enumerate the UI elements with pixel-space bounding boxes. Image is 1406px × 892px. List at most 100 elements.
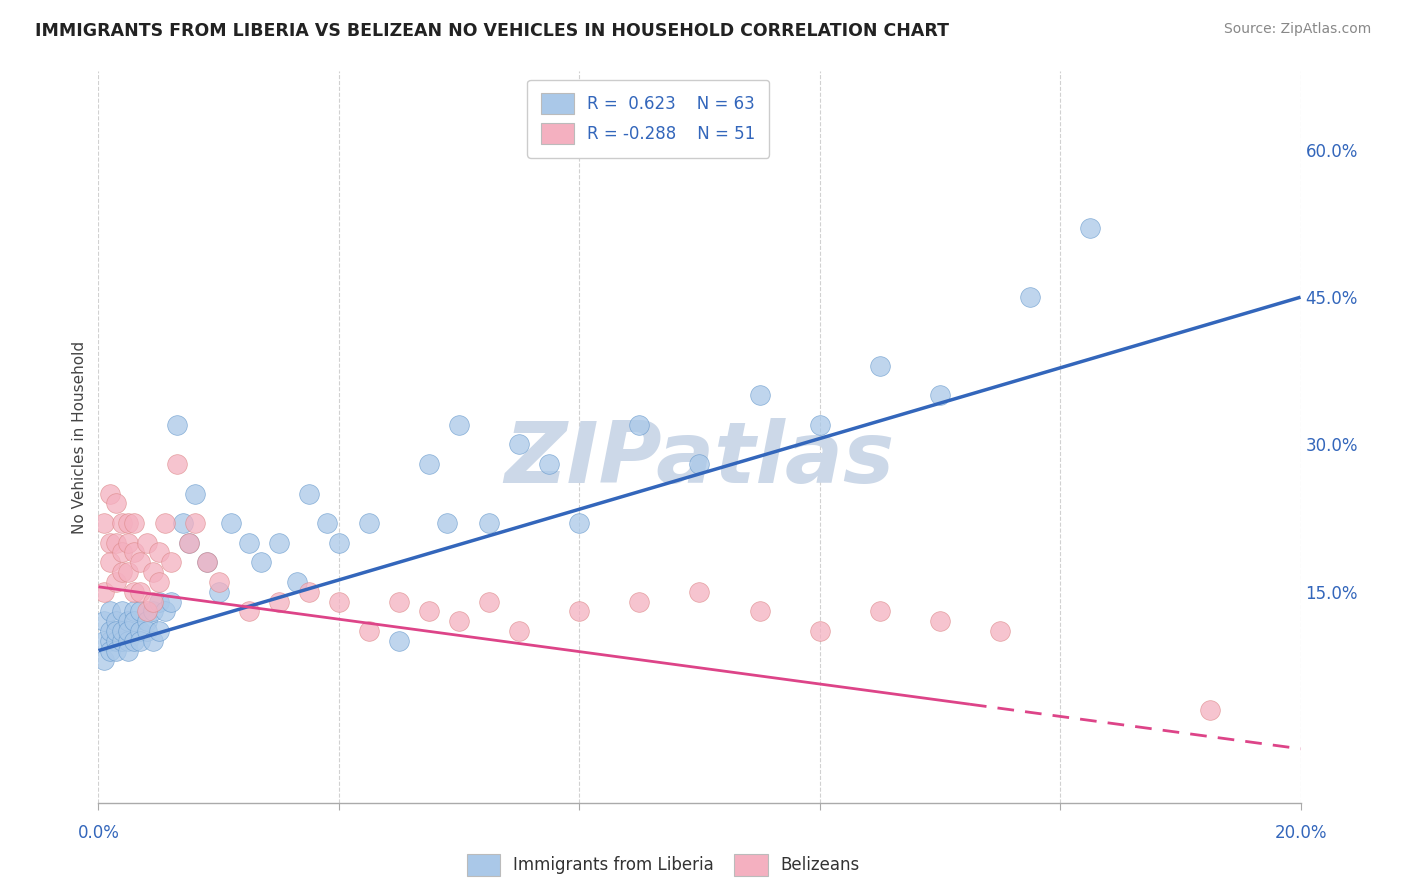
Point — [124, 633, 146, 648]
Point — [929, 388, 952, 402]
Point — [117, 624, 139, 638]
Point — [1199, 702, 1222, 716]
Point — [478, 594, 501, 608]
Point — [111, 565, 134, 579]
Point — [388, 633, 411, 648]
Point — [129, 555, 152, 569]
Point — [93, 614, 115, 628]
Point — [129, 633, 152, 648]
Point — [105, 633, 128, 648]
Point — [111, 624, 134, 638]
Text: 0.0%: 0.0% — [77, 824, 120, 842]
Point — [357, 624, 380, 638]
Point — [1078, 221, 1101, 235]
Point — [285, 574, 308, 589]
Point — [105, 496, 128, 510]
Point — [117, 633, 139, 648]
Point — [195, 555, 218, 569]
Point — [208, 574, 231, 589]
Point — [238, 604, 260, 618]
Point — [105, 624, 128, 638]
Point — [129, 624, 152, 638]
Point — [100, 486, 122, 500]
Y-axis label: No Vehicles in Household: No Vehicles in Household — [72, 341, 87, 533]
Point — [328, 594, 350, 608]
Point — [100, 633, 122, 648]
Point — [117, 565, 139, 579]
Point — [117, 516, 139, 530]
Point — [748, 388, 770, 402]
Point — [568, 604, 591, 618]
Point — [141, 604, 163, 618]
Point — [249, 555, 271, 569]
Point — [436, 516, 458, 530]
Point — [166, 417, 188, 432]
Point — [628, 594, 651, 608]
Point — [124, 584, 146, 599]
Point — [93, 516, 115, 530]
Point — [328, 535, 350, 549]
Point — [357, 516, 380, 530]
Point — [100, 604, 122, 618]
Point — [135, 535, 157, 549]
Point — [447, 614, 470, 628]
Point — [124, 516, 146, 530]
Point — [418, 457, 440, 471]
Point — [105, 614, 128, 628]
Point — [148, 594, 170, 608]
Point — [568, 516, 591, 530]
Point — [159, 594, 181, 608]
Point — [208, 584, 231, 599]
Point — [124, 614, 146, 628]
Text: 20.0%: 20.0% — [1274, 824, 1327, 842]
Point — [183, 486, 205, 500]
Point — [148, 574, 170, 589]
Point — [129, 604, 152, 618]
Point — [100, 643, 122, 657]
Point — [166, 457, 188, 471]
Point — [124, 545, 146, 559]
Point — [111, 516, 134, 530]
Point — [135, 604, 157, 618]
Point — [117, 535, 139, 549]
Point — [388, 594, 411, 608]
Point — [478, 516, 501, 530]
Point — [153, 516, 176, 530]
Point — [129, 584, 152, 599]
Point — [117, 643, 139, 657]
Text: ZIPatlas: ZIPatlas — [505, 417, 894, 500]
Point — [1019, 290, 1042, 304]
Text: Source: ZipAtlas.com: Source: ZipAtlas.com — [1223, 22, 1371, 37]
Point — [808, 624, 831, 638]
Point — [93, 653, 115, 667]
Point — [298, 486, 321, 500]
Point — [219, 516, 242, 530]
Point — [117, 614, 139, 628]
Point — [100, 555, 122, 569]
Point — [808, 417, 831, 432]
Point — [988, 624, 1011, 638]
Point — [869, 604, 891, 618]
Point — [148, 624, 170, 638]
Point — [267, 535, 290, 549]
Point — [628, 417, 651, 432]
Point — [508, 624, 530, 638]
Point — [100, 624, 122, 638]
Point — [141, 594, 163, 608]
Point — [93, 633, 115, 648]
Point — [238, 535, 260, 549]
Point — [111, 633, 134, 648]
Point — [447, 417, 470, 432]
Point — [183, 516, 205, 530]
Point — [508, 437, 530, 451]
Point — [177, 535, 200, 549]
Point — [105, 535, 128, 549]
Text: IMMIGRANTS FROM LIBERIA VS BELIZEAN NO VEHICLES IN HOUSEHOLD CORRELATION CHART: IMMIGRANTS FROM LIBERIA VS BELIZEAN NO V… — [35, 22, 949, 40]
Point — [141, 565, 163, 579]
Point — [689, 457, 711, 471]
Point — [748, 604, 770, 618]
Point — [689, 584, 711, 599]
Point — [298, 584, 321, 599]
Point — [135, 624, 157, 638]
Point — [100, 535, 122, 549]
